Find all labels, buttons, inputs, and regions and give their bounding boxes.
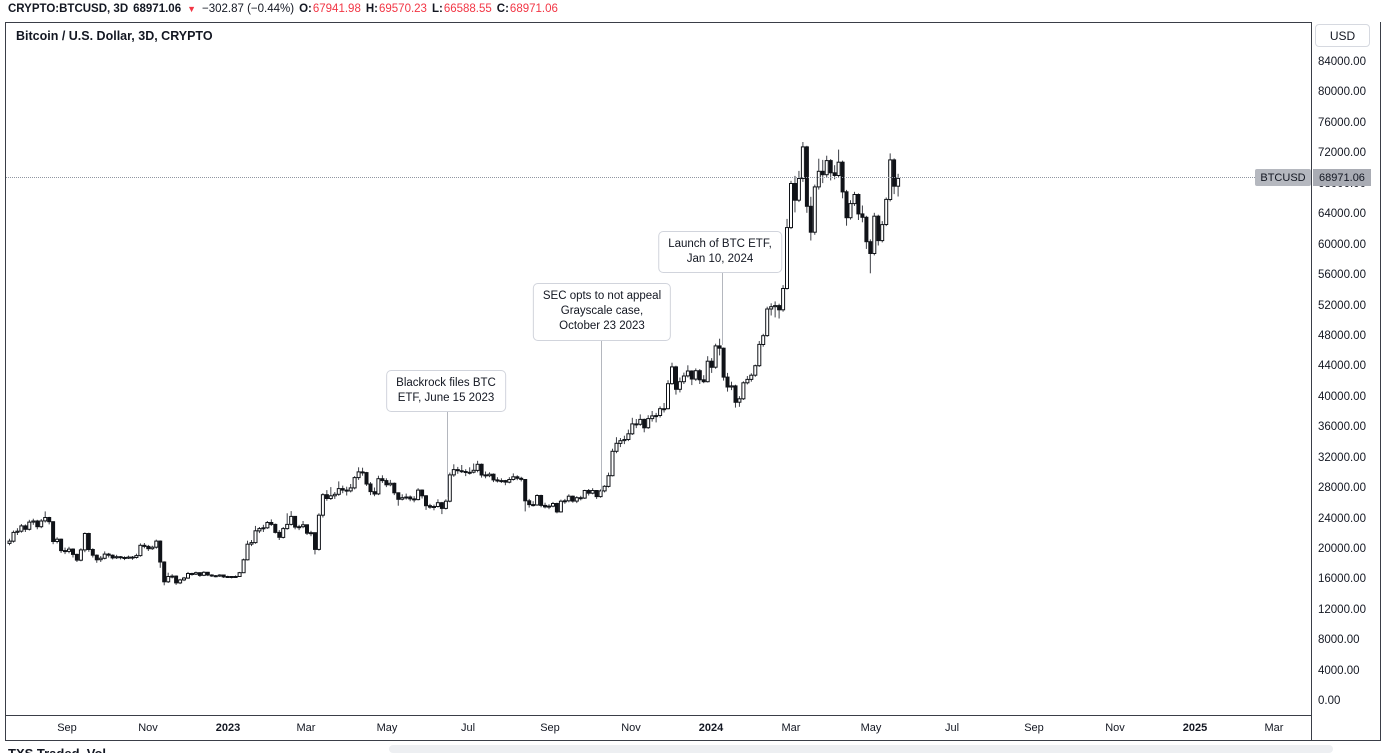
annotation-callout-line <box>447 407 448 497</box>
x-axis-label: May <box>860 722 882 734</box>
annotation-callout[interactable]: Launch of BTC ETF, Jan 10, 2024 <box>658 231 782 274</box>
y-axis-label: 56000.00 <box>1318 269 1366 282</box>
x-axis-label: Sep <box>57 722 77 734</box>
x-axis-label: Nov <box>138 722 158 734</box>
last-price-line <box>6 177 1255 178</box>
annotation-callout[interactable]: Blackrock files BTC ETF, June 15 2023 <box>386 370 506 413</box>
y-axis-label: 0.00 <box>1318 695 1341 708</box>
chart-legend-title[interactable]: Bitcoin / U.S. Dollar, 3D, CRYPTO <box>16 29 213 43</box>
y-axis-label: 28000.00 <box>1318 482 1366 495</box>
y-axis-label: 60000.00 <box>1318 238 1366 251</box>
bottom-pane-title-clipped: TXS Traded, Vol <box>8 746 106 753</box>
candlestick-series <box>7 142 901 586</box>
chart-pane[interactable]: Bitcoin / U.S. Dollar, 3D, CRYPTO <box>5 22 1312 716</box>
y-axis-label: 32000.00 <box>1318 451 1366 464</box>
annotation-callout-line <box>601 333 602 492</box>
time-axis[interactable]: Sep Nov 2023 Mar May Jul Sep Nov 2024 Mar May Jul Se… <box>5 716 1312 741</box>
annotation-callout[interactable]: SEC opts to not appeal Grayscale case, O… <box>532 283 672 341</box>
y-axis-label: 52000.00 <box>1318 299 1366 312</box>
down-triangle-icon: ▼ <box>187 4 197 14</box>
price-axis[interactable] <box>1312 22 1381 741</box>
high-value: H: 69570.23 <box>366 3 427 15</box>
x-axis-label: Jul <box>944 722 960 734</box>
open-label: O: <box>299 3 312 15</box>
open-number: 67941.98 <box>312 3 361 15</box>
y-axis-label: 16000.00 <box>1318 573 1366 586</box>
x-axis-label: May <box>376 722 398 734</box>
price-label-value: 68971.06 <box>1313 169 1371 186</box>
close-label: C: <box>496 3 509 15</box>
x-axis-label: Nov <box>621 722 641 734</box>
x-axis-label: 2024 <box>698 722 724 734</box>
y-axis-label: 72000.00 <box>1318 147 1366 160</box>
x-axis-label: Mar <box>781 722 801 734</box>
high-label: H: <box>365 3 378 15</box>
x-axis-label: Sep <box>540 722 560 734</box>
y-axis-label: 48000.00 <box>1318 329 1366 342</box>
low-value: L: 66588.55 <box>432 3 492 15</box>
y-axis-label: 12000.00 <box>1318 603 1366 616</box>
x-axis-label: Mar <box>296 722 316 734</box>
x-axis-label: Mar <box>1264 722 1284 734</box>
x-axis-label: 2025 <box>1182 722 1208 734</box>
x-axis-label: 2023 <box>215 722 241 734</box>
annotation-callout-line <box>722 266 723 345</box>
y-axis-label: 76000.00 <box>1318 116 1366 129</box>
x-axis-label: Sep <box>1024 722 1044 734</box>
price-change: −302.87 (−0.44%) <box>202 3 295 15</box>
y-axis-label: 4000.00 <box>1318 664 1360 677</box>
close-number: 68971.06 <box>509 3 558 15</box>
ticker-bar: CRYPTO:BTCUSD, 3D 68971.06 ▼ −302.87 (−0… <box>8 1 558 17</box>
open-value: O: 67941.98 <box>299 3 361 15</box>
y-axis-label: 84000.00 <box>1318 56 1366 68</box>
low-number: 66588.55 <box>443 3 492 15</box>
price-label-symbol: BTCUSD <box>1255 169 1311 186</box>
high-number: 69570.23 <box>378 3 427 15</box>
bottom-pane-scrollbar[interactable] <box>389 745 1333 753</box>
y-axis-label: 24000.00 <box>1318 512 1366 525</box>
y-axis-label: 40000.00 <box>1318 390 1366 403</box>
y-axis-label: 36000.00 <box>1318 421 1366 434</box>
y-axis-label: 20000.00 <box>1318 543 1366 555</box>
y-axis-label: 80000.00 <box>1318 86 1366 99</box>
y-axis-label: 8000.00 <box>1318 634 1360 647</box>
currency-toggle-button[interactable]: USD <box>1315 24 1370 47</box>
y-axis-label: 44000.00 <box>1318 360 1366 373</box>
y-axis-label: 64000.00 <box>1318 208 1366 221</box>
x-axis-label: Jul <box>460 722 476 734</box>
symbol-title: CRYPTO:BTCUSD, 3D <box>8 3 129 15</box>
low-label: L: <box>431 3 443 15</box>
last-price: 68971.06 <box>133 3 182 15</box>
x-axis-label: Nov <box>1105 722 1125 734</box>
close-value: C: 68971.06 <box>497 3 558 15</box>
